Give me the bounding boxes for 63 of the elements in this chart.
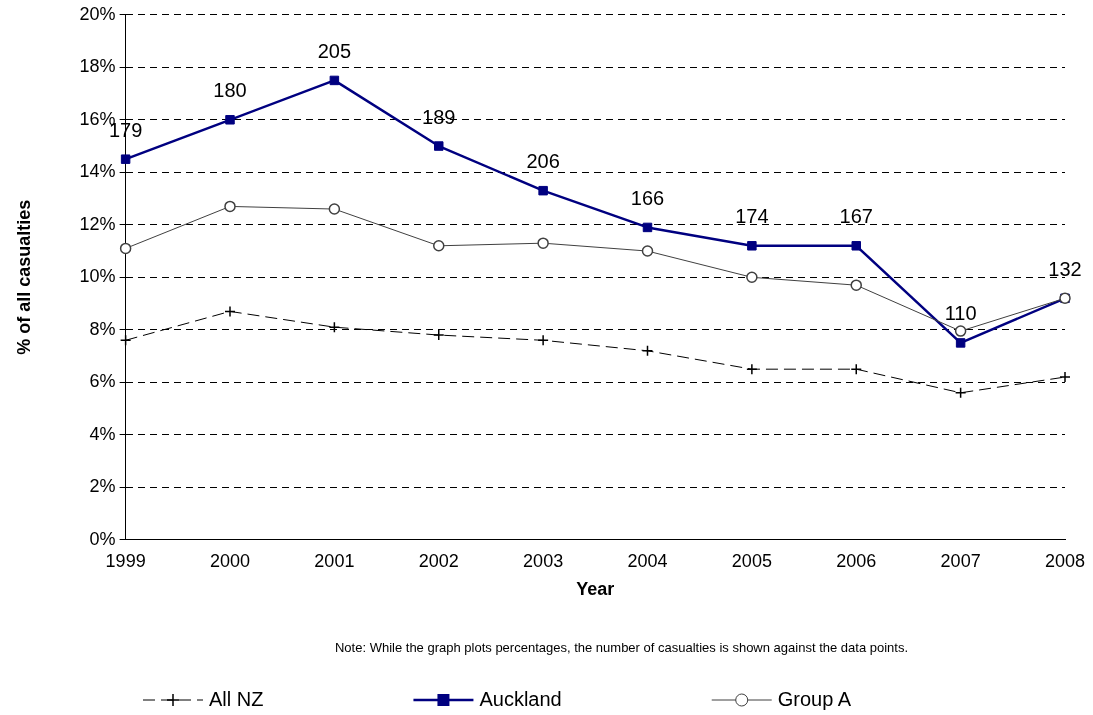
point <box>641 245 654 257</box>
point <box>641 345 654 357</box>
annotation: 189 <box>422 105 456 128</box>
point <box>1059 371 1071 383</box>
x-tick-label: 2003 <box>523 550 564 571</box>
annotation: 167 <box>839 205 873 228</box>
legend-label: Auckland <box>479 687 562 710</box>
point <box>120 154 131 164</box>
x-tick-label: 2000 <box>209 550 251 571</box>
x-tick-label: 2006 <box>836 550 877 571</box>
annotation: 174 <box>735 205 769 228</box>
point <box>328 203 341 215</box>
point <box>433 240 445 252</box>
point <box>851 241 861 251</box>
x-tick-label: 2007 <box>940 550 981 571</box>
point <box>954 325 967 337</box>
y-tick-label: 20% <box>79 3 116 24</box>
point <box>850 279 862 291</box>
y-tick-label: 18% <box>79 56 116 77</box>
point <box>642 222 653 233</box>
point <box>538 185 548 196</box>
y-axis-title: % of all casualties <box>13 199 34 355</box>
annotation: 166 <box>630 186 665 209</box>
point <box>329 75 340 86</box>
annotation: 110 <box>944 302 977 325</box>
point <box>119 242 132 255</box>
text: Note: While the graph plots percentages, the number of casualties is shown against the data points. <box>333 640 910 655</box>
legend-label: All NZ <box>209 687 264 710</box>
point <box>224 305 236 318</box>
point <box>537 334 549 347</box>
y-tick-label: 0% <box>89 528 116 549</box>
x-tick-label: 2008 <box>1044 550 1086 571</box>
point <box>537 237 549 249</box>
x-tick-label: 2001 <box>314 550 355 571</box>
legend-label: Group A <box>777 687 852 710</box>
y-tick-label: 8% <box>89 318 116 339</box>
point <box>955 338 966 348</box>
point <box>954 387 967 399</box>
point <box>328 321 341 333</box>
x-tick-label: 1999 <box>105 550 146 571</box>
y-tick-label: 2% <box>89 476 116 497</box>
x-tick-label: 2002 <box>418 550 459 571</box>
point <box>850 363 862 375</box>
point <box>225 115 235 125</box>
y-tick-label: 12% <box>79 213 116 234</box>
annotation: 132 <box>1048 257 1082 280</box>
point <box>747 241 757 251</box>
y-tick-label: 6% <box>89 371 116 392</box>
y-tick-label: 14% <box>79 161 116 182</box>
point <box>434 141 444 151</box>
annotation: 205 <box>317 39 352 62</box>
point <box>119 334 132 347</box>
annotation: 206 <box>526 150 560 173</box>
x-tick-label: 2005 <box>731 550 772 571</box>
point <box>746 363 758 375</box>
x-axis-title: Year <box>576 579 615 600</box>
x-tick-label: 2004 <box>627 550 668 571</box>
y-tick-label: 4% <box>89 423 116 444</box>
point <box>433 329 445 341</box>
annotation: 180 <box>213 79 247 102</box>
point <box>746 271 758 284</box>
y-tick-label: 10% <box>79 266 116 287</box>
point <box>224 200 236 213</box>
